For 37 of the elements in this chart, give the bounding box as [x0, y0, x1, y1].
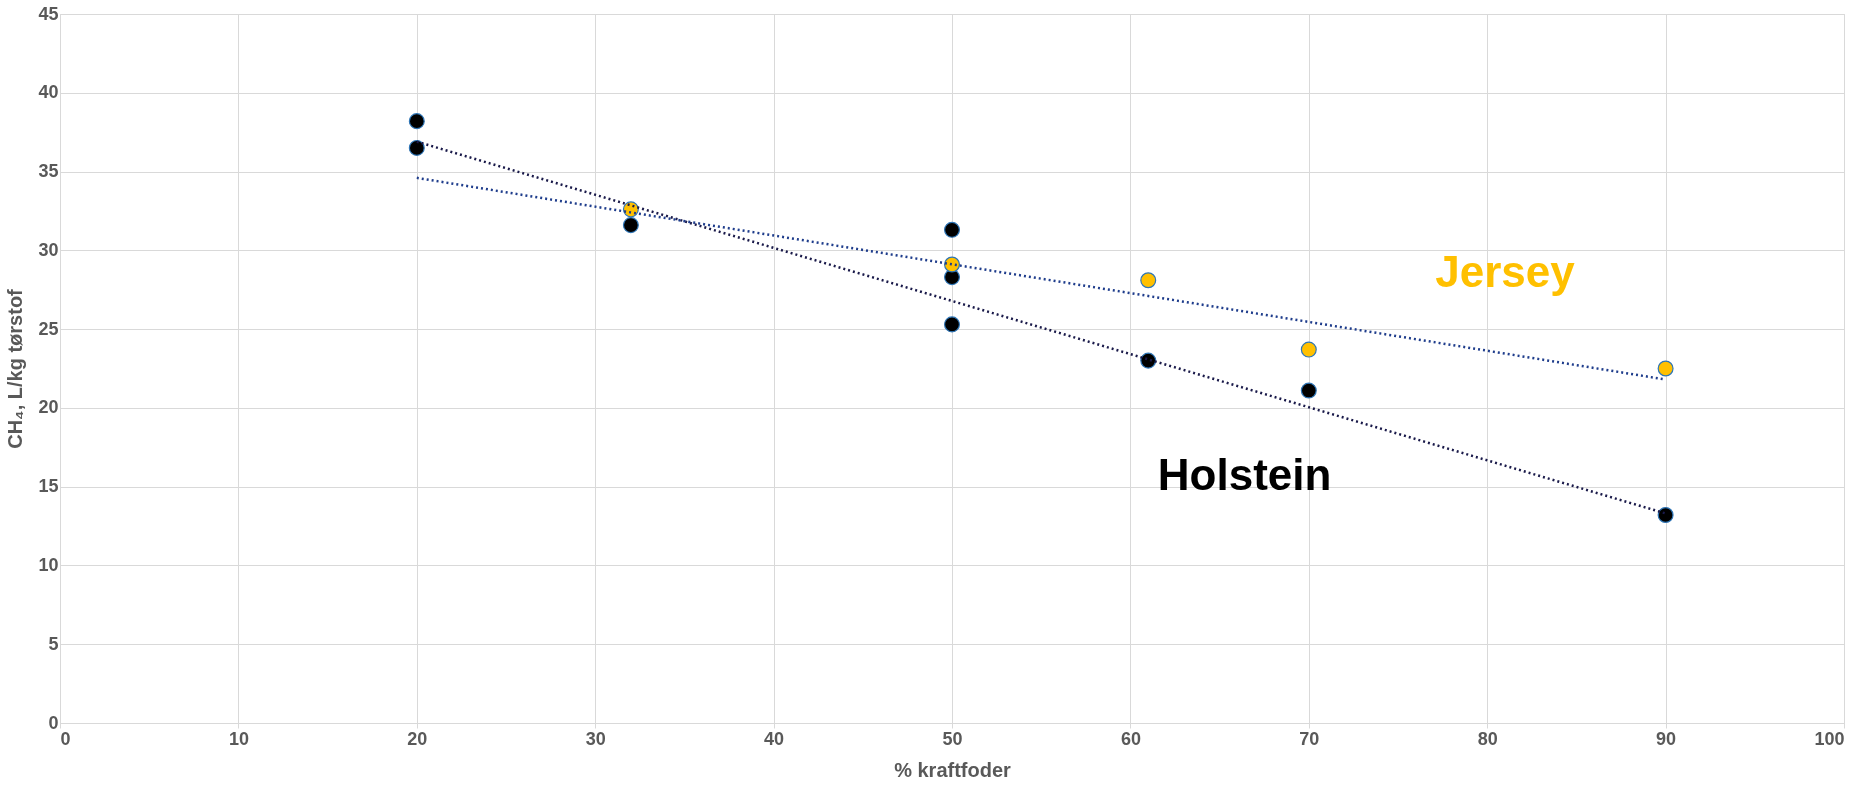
y-tick-label: 5 — [48, 633, 59, 654]
y-tick-label: 30 — [38, 239, 59, 260]
point — [1300, 341, 1317, 358]
y-tick-label: 15 — [38, 476, 59, 497]
point — [1657, 360, 1674, 377]
y-tick-label: 35 — [38, 161, 59, 182]
y-tick-label: 10 — [38, 554, 59, 575]
x-tick-label: 10 — [228, 728, 249, 749]
x-tick-label: 30 — [585, 728, 606, 749]
point — [943, 256, 961, 273]
y-axis-title: CH₄, L/kg tørstof — [4, 288, 27, 449]
text: Jersey — [1435, 246, 1576, 296]
x-tick-label: 90 — [1656, 728, 1677, 749]
series-label: Holstein — [1157, 450, 1332, 500]
x-tick-label: 40 — [764, 728, 785, 749]
y-tick-label: 45 — [38, 3, 59, 24]
x-axis-title: % kraftfoder — [894, 758, 1012, 781]
x-tick-label: 20 — [407, 728, 428, 749]
point — [1300, 382, 1317, 399]
y-tick-label: 25 — [38, 318, 59, 339]
y-tick-label: 40 — [38, 82, 59, 103]
y-tick-label: 0 — [48, 712, 59, 733]
point — [943, 269, 961, 286]
point — [943, 221, 961, 238]
x-tick-label: 100 — [1814, 728, 1845, 749]
x-tick-label: 70 — [1299, 728, 1320, 749]
point — [1140, 352, 1157, 369]
y-tick-label: 20 — [38, 397, 59, 418]
x-tick-label: 60 — [1120, 728, 1141, 749]
x-tick-label: 50 — [942, 728, 963, 749]
point — [408, 113, 425, 130]
point — [408, 139, 425, 156]
point — [622, 217, 639, 234]
point — [1140, 272, 1157, 289]
point — [943, 316, 961, 333]
x-tick-label: 80 — [1477, 728, 1498, 749]
point — [1657, 507, 1674, 524]
